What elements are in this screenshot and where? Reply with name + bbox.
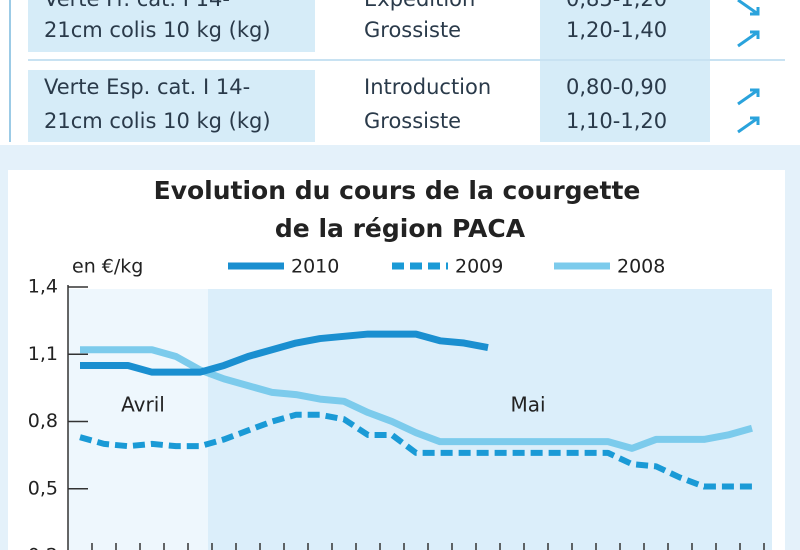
price-text: 1,10-1,20 [566, 109, 667, 133]
y-tick-label: 0,2 [28, 545, 58, 550]
arrow-up [737, 30, 760, 48]
price-column [540, 0, 710, 142]
product-text: Verte Esp. cat. I 14- [44, 75, 250, 99]
y-tick-label: 0,8 [28, 410, 58, 432]
product-cell [28, 70, 315, 142]
chart-title: de la région PACA [275, 214, 526, 243]
y-tick-label: 1,4 [28, 276, 58, 298]
stage-text: Expédition [364, 0, 475, 11]
chart-title: Evolution du cours de la courgette [154, 176, 641, 205]
product-text: 21cm colis 10 kg (kg) [44, 18, 271, 42]
stage-text: Grossiste [364, 18, 461, 42]
product-text: 21cm colis 10 kg (kg) [44, 109, 271, 133]
may-zone [208, 289, 772, 550]
price-text: 0,80-0,90 [566, 75, 667, 99]
annotation: Mai [510, 393, 545, 417]
product-text: Verte Fr. cat. I 14- [44, 0, 230, 11]
stage-text: Introduction [364, 75, 491, 99]
april-zone [68, 289, 208, 550]
series-line [80, 346, 753, 452]
series-line [80, 330, 489, 376]
arrow-up [737, 88, 760, 106]
arrow-down [737, 0, 760, 16]
y-tick-label: 1,1 [28, 343, 58, 365]
price-text: 1,20-1,40 [566, 18, 667, 42]
legend-label: 2009 [455, 256, 503, 278]
price-text: 0,85-1,20 [566, 0, 667, 11]
product-cell [28, 0, 315, 52]
legend-label: 2010 [291, 256, 339, 278]
stage-text: Grossiste [364, 109, 461, 133]
annotation: Avril [121, 393, 165, 417]
series-line [79, 411, 752, 490]
arrow-up [737, 116, 760, 134]
y-tick-label: 0,5 [28, 477, 58, 499]
legend-label: 2008 [617, 256, 665, 278]
trend-arrows [737, 0, 760, 134]
y-axis-label: en €/kg [72, 256, 143, 278]
